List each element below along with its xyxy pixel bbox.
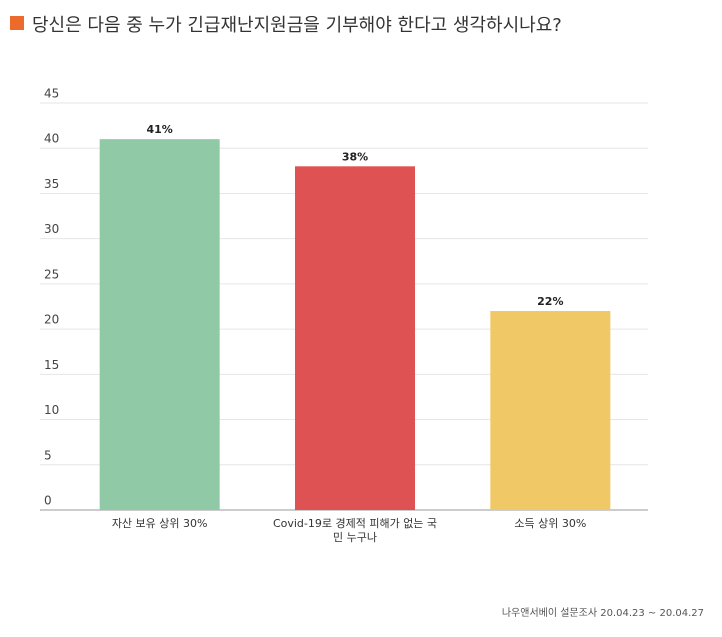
y-tick-label: 45	[44, 87, 59, 101]
y-tick-label: 5	[44, 448, 52, 462]
bar	[99, 139, 220, 510]
y-tick-label: 40	[44, 132, 59, 146]
value-label: 38%	[342, 150, 368, 163]
x-tick-label: Covid-19로 경제적 피해가 없는 국민 누구나	[272, 517, 438, 544]
source-note: 나우앤서베이 설문조사 20.04.23 ~ 20.04.27	[501, 608, 704, 619]
x-tick-label: 소득 상위 30%	[514, 517, 587, 530]
y-tick-label: 0	[44, 494, 52, 508]
y-tick-label: 20	[44, 313, 59, 327]
y-tick-label: 30	[44, 222, 59, 236]
bar	[295, 166, 415, 511]
value-label: 22%	[537, 295, 563, 308]
title-marker	[10, 16, 24, 30]
chart-title: 당신은 다음 중 누가 긴급재난지원금을 기부해야 한다고 생각하시나요?	[32, 15, 562, 36]
bar	[490, 311, 611, 510]
y-tick-label: 10	[44, 403, 59, 417]
y-tick-label: 15	[44, 358, 59, 372]
x-tick-label: 자산 보유 상위 30%	[111, 517, 208, 530]
value-label: 41%	[146, 123, 172, 136]
y-tick-label: 35	[44, 177, 59, 191]
y-tick-label: 25	[44, 267, 59, 281]
